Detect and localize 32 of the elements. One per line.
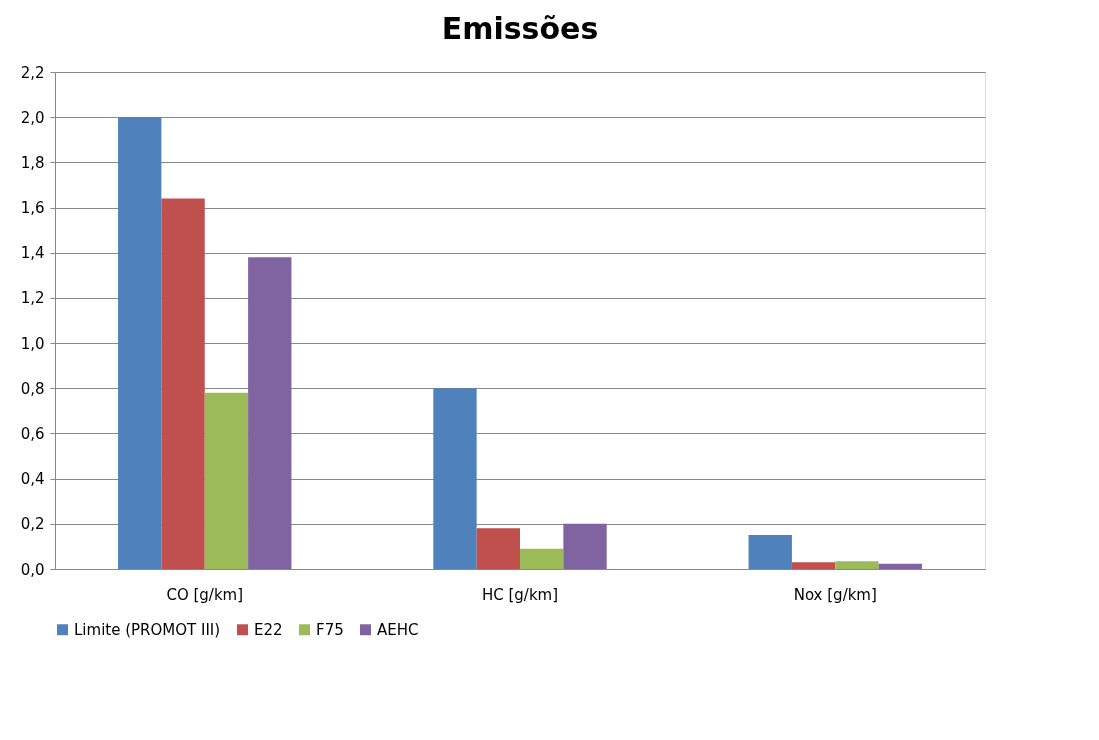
y-tick-label: 0,4 — [20, 470, 45, 489]
bar — [204, 392, 249, 569]
bar — [520, 548, 564, 569]
y-tick-label: 0,2 — [20, 515, 45, 534]
bar — [563, 523, 607, 569]
y-tick-label: 2,0 — [20, 108, 45, 127]
x-tick-label: HC [g/km] — [481, 585, 559, 604]
y-tick-label: 0,6 — [20, 424, 45, 443]
bar — [476, 528, 520, 569]
y-tick-label: 1,8 — [20, 153, 45, 172]
y-tick-label: 1,0 — [20, 334, 45, 353]
y-tick-label: 2,2 — [20, 63, 45, 82]
bar — [748, 535, 792, 569]
legend-label: Limite (PROMOT III) — [74, 620, 221, 639]
bar — [118, 117, 162, 569]
chart-title: Emissões — [441, 11, 599, 46]
y-tick-label: 1,4 — [20, 244, 45, 263]
bar — [161, 198, 205, 569]
x-tick-label: Nox [g/km] — [793, 585, 877, 604]
legend-label: F75 — [316, 620, 344, 639]
legend-label: AEHC — [377, 620, 419, 639]
legend-label: E22 — [254, 620, 283, 639]
y-tick-label: 1,6 — [20, 199, 45, 218]
bar — [835, 561, 879, 569]
bar — [878, 563, 922, 569]
bar — [433, 388, 477, 569]
y-tick-label: 0,8 — [20, 379, 45, 398]
y-tick-label: 1,2 — [20, 289, 45, 308]
bar — [248, 257, 292, 569]
y-tick-label: 0,0 — [20, 560, 45, 579]
x-tick-label: CO [g/km] — [166, 585, 244, 604]
bar — [791, 562, 836, 569]
